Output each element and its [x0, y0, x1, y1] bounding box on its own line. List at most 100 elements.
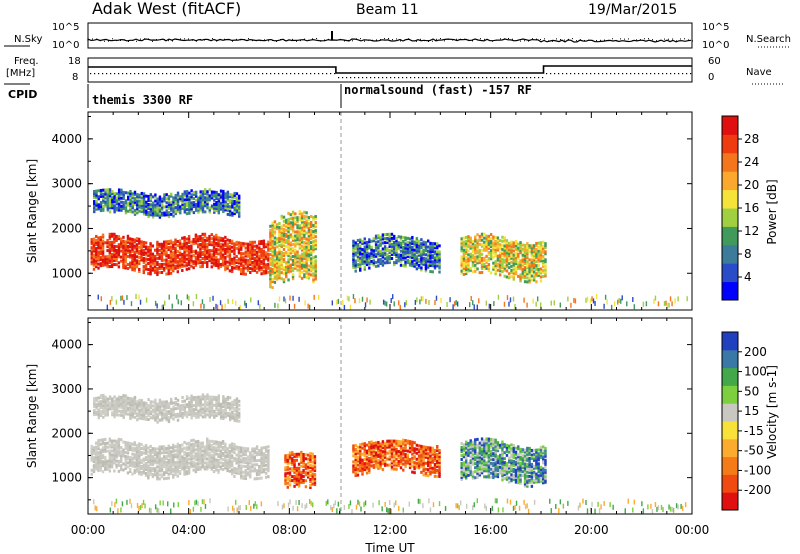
echo-cell	[185, 208, 189, 212]
echo-cell	[240, 257, 243, 261]
echo-cell	[422, 262, 425, 266]
echo-cell	[97, 455, 100, 459]
echo-cell	[300, 452, 303, 456]
echo-cell	[505, 251, 509, 255]
echo-cell	[135, 455, 139, 459]
echo-cell	[377, 236, 380, 240]
scatter-cell	[257, 300, 260, 306]
echo-cell	[255, 451, 259, 455]
echo-cell	[104, 459, 107, 463]
echo-cell	[404, 252, 407, 256]
echo-cell	[183, 252, 186, 256]
echo-cell	[210, 447, 213, 451]
echo-cell	[160, 459, 164, 463]
echo-cell	[194, 206, 198, 210]
echo-cell	[253, 467, 256, 471]
nsearch-point	[604, 39, 605, 41]
echo-cell	[226, 250, 229, 254]
echo-cell	[190, 264, 193, 268]
echo-cell	[101, 261, 105, 265]
nave-tick-bottom: 0	[708, 72, 714, 83]
echo-cell	[478, 250, 481, 254]
echo-cell	[314, 214, 317, 218]
echo-cell	[237, 208, 241, 212]
echo-cell	[133, 250, 136, 254]
echo-cell	[282, 260, 286, 264]
echo-cell	[199, 196, 202, 200]
echo-cell	[291, 230, 295, 234]
echo-cell	[501, 257, 504, 261]
echo-cell	[503, 250, 506, 254]
echo-cell	[174, 260, 177, 264]
echo-cell	[467, 235, 470, 239]
echo-cell	[260, 470, 263, 474]
echo-cell	[178, 257, 182, 261]
echo-cell	[467, 253, 470, 257]
echo-cell	[110, 258, 114, 262]
echo-cell	[133, 415, 137, 419]
echo-cell	[224, 239, 227, 243]
echo-cell	[233, 248, 236, 252]
echo-cell	[126, 447, 130, 451]
nsearch-point	[248, 38, 249, 40]
echo-cell	[226, 196, 230, 200]
echo-cell	[494, 270, 497, 274]
echo-cell	[528, 280, 531, 284]
echo-cell	[314, 229, 317, 233]
echo-cell	[275, 251, 279, 255]
nsearch-point	[376, 39, 377, 41]
echo-cell	[160, 252, 164, 256]
echo-cell	[249, 453, 252, 457]
echo-cell	[167, 452, 170, 456]
echo-cell	[217, 209, 221, 213]
echo-cell	[187, 471, 191, 475]
echo-cell	[190, 457, 193, 461]
echo-cell	[192, 190, 196, 194]
echo-cell	[108, 248, 112, 252]
echo-cell	[90, 262, 93, 266]
echo-cell	[153, 467, 157, 471]
echo-cell	[101, 442, 105, 446]
echo-cell	[379, 249, 382, 253]
echo-cell	[288, 479, 292, 483]
echo-cell	[278, 256, 281, 260]
echo-cell	[303, 240, 306, 244]
echo-cell	[280, 242, 283, 246]
echo-cell	[226, 246, 229, 250]
echo-cell	[404, 236, 407, 240]
echo-cell	[255, 244, 259, 248]
echo-cell	[185, 446, 189, 450]
echo-cell	[151, 467, 155, 471]
echo-cell	[99, 414, 103, 418]
scatter-cell	[364, 302, 367, 308]
echo-cell	[201, 204, 205, 208]
echo-cell	[402, 248, 405, 252]
echo-cell	[187, 461, 191, 465]
echo-cell	[255, 270, 259, 274]
echo-cell	[476, 233, 479, 237]
echo-cell	[492, 267, 495, 271]
echo-cell	[187, 445, 191, 449]
echo-cell	[97, 246, 100, 250]
echo-cell	[297, 470, 301, 474]
echo-cell	[117, 405, 121, 409]
echo-cell	[156, 250, 159, 254]
echo-cell	[253, 268, 256, 272]
echo-cell	[505, 241, 509, 245]
scatter-cell	[245, 302, 247, 308]
scatter-cell	[621, 295, 623, 301]
echo-cell	[399, 253, 403, 257]
echo-cell	[291, 246, 295, 250]
echo-cell	[460, 271, 463, 275]
echo-cell	[528, 278, 531, 282]
echo-cell	[244, 477, 247, 481]
echo-cell	[312, 266, 315, 270]
echo-cell	[104, 405, 107, 409]
echo-cell	[113, 451, 116, 455]
echo-cell	[381, 233, 385, 237]
echo-cell	[215, 241, 218, 245]
echo-cell	[190, 445, 193, 449]
echo-cell	[402, 258, 405, 262]
echo-cell	[192, 237, 195, 241]
echo-cell	[119, 255, 123, 259]
